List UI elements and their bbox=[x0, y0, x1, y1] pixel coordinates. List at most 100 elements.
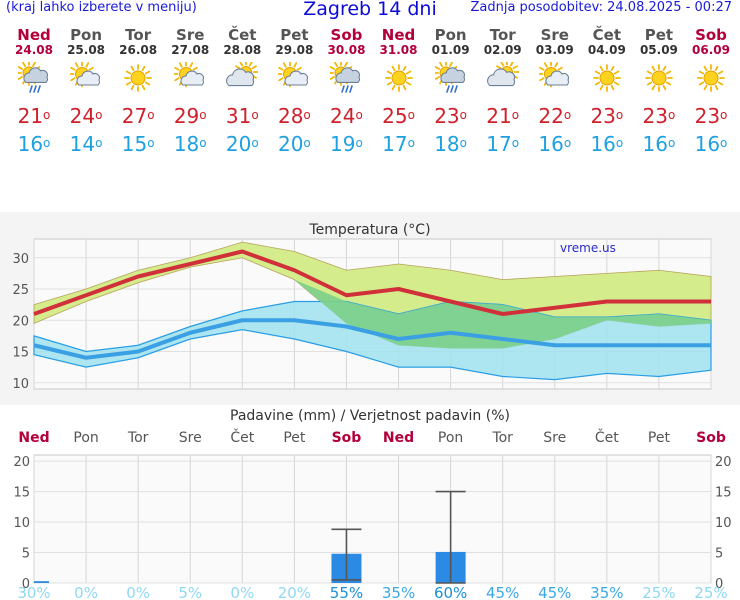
min-temp-value: 17 bbox=[382, 132, 408, 156]
min-temp-value: 16 bbox=[694, 132, 721, 156]
max-temp: 23o bbox=[633, 104, 685, 128]
max-temp-value: 25 bbox=[382, 104, 408, 128]
max-temp: 24o bbox=[60, 104, 112, 128]
page-title: Zagreb 14 dni bbox=[303, 0, 437, 20]
min-temp: 17o bbox=[373, 132, 425, 156]
forecast-date: 30.08 bbox=[327, 43, 366, 57]
degree-sign: o bbox=[355, 136, 363, 150]
x-tick-label: Čet bbox=[595, 428, 619, 446]
max-temp: 23o bbox=[581, 104, 633, 128]
band-overlap-area bbox=[34, 257, 711, 349]
forecast-day: Sre 27.08 29o 18o bbox=[164, 26, 216, 156]
temperature-chart-title: Temperatura (°C) bbox=[308, 222, 430, 238]
precipitation-chart-title: Padavine (mm) / Verjetnost padavin (%) bbox=[230, 408, 510, 424]
precip-probability-label: 30% bbox=[17, 584, 50, 600]
sun-cloud-rain-icon bbox=[434, 62, 465, 93]
max-temp-value: 23 bbox=[642, 104, 668, 128]
degree-sign: o bbox=[563, 136, 572, 150]
sun-icon bbox=[592, 64, 621, 92]
last-update: Zadnja posodobitev: 24.08.2025 - 00:27 bbox=[470, 0, 732, 15]
degree-sign: o bbox=[355, 108, 363, 122]
degree-sign: o bbox=[720, 136, 728, 150]
min-temp: 16o bbox=[529, 132, 581, 156]
forecast-day: Čet 28.08 31o 20o bbox=[216, 26, 268, 156]
max-temp-value: 21 bbox=[17, 104, 44, 128]
degree-sign: o bbox=[511, 136, 520, 150]
max-temp: 23o bbox=[425, 104, 477, 128]
forecast-date: 25.08 bbox=[67, 43, 106, 57]
precip-probability-label: 20% bbox=[278, 584, 311, 600]
forecast-date: 28.08 bbox=[223, 43, 262, 57]
sun-icon bbox=[645, 64, 673, 92]
max-temp-value: 23 bbox=[590, 104, 616, 128]
sun-icon bbox=[384, 64, 413, 92]
precip-probability-label: 0% bbox=[126, 584, 150, 600]
precip-probability-label: 55% bbox=[330, 584, 363, 600]
min-temp: 14o bbox=[60, 132, 112, 156]
precip-bar bbox=[34, 581, 49, 583]
min-temp-value: 16 bbox=[642, 132, 668, 156]
degree-sign: o bbox=[459, 108, 467, 122]
forecast-day-name: Pet bbox=[280, 26, 309, 44]
precip-probability-label: 45% bbox=[486, 584, 519, 600]
min-temp-value: 18 bbox=[434, 132, 460, 156]
degree-sign: o bbox=[199, 136, 207, 150]
degree-sign: o bbox=[303, 108, 311, 122]
precip-probability-label: 45% bbox=[538, 584, 571, 600]
sun-cloud-rain-icon bbox=[330, 62, 361, 93]
degree-sign: o bbox=[251, 136, 259, 150]
forecast-day: Sob 30.08 24o 19o bbox=[320, 26, 372, 156]
x-tick-label: Ned bbox=[383, 430, 414, 446]
max-temp-line bbox=[33, 249, 711, 316]
min-temp: 18o bbox=[164, 132, 216, 156]
forecast-date: 26.08 bbox=[119, 43, 158, 57]
min-temp-value: 16 bbox=[17, 132, 44, 156]
forecast-day-name: Čet bbox=[592, 26, 622, 44]
precip-probability-label: 25% bbox=[694, 584, 727, 600]
y-tick-label-right: 0 bbox=[715, 577, 723, 592]
min-temp-value: 16 bbox=[538, 132, 564, 156]
min-temp: 20o bbox=[216, 132, 268, 156]
sun-cloud-icon bbox=[70, 62, 101, 88]
x-tick-label: Sob bbox=[696, 430, 726, 446]
forecast-day-name: Sre bbox=[540, 26, 569, 44]
x-tick-label: Sob bbox=[332, 430, 362, 446]
min-temp-value: 14 bbox=[69, 132, 96, 156]
forecast-date: 29.08 bbox=[275, 43, 314, 57]
forecast-date: 02.09 bbox=[483, 43, 522, 57]
degree-sign: o bbox=[95, 136, 103, 150]
forecast-day-name: Čet bbox=[228, 26, 257, 44]
degree-sign: o bbox=[720, 108, 728, 122]
max-temp-value: 24 bbox=[330, 104, 356, 128]
degree-sign: o bbox=[407, 108, 415, 122]
temperature-chart: 10 15 20 25 30 Temperatura (°C) vreme.us bbox=[0, 212, 740, 412]
max-temp: 22o bbox=[529, 104, 581, 128]
y-tick-label-left: 5 bbox=[22, 547, 30, 562]
forecast-day: Ned 24.08 21o 16o bbox=[8, 26, 60, 156]
precip-probability-label: 25% bbox=[642, 584, 675, 600]
forecast-date: 06.09 bbox=[692, 43, 730, 57]
min-temp-value: 18 bbox=[173, 132, 200, 156]
cloud-sun-icon bbox=[226, 62, 259, 87]
max-temp: 24o bbox=[320, 104, 372, 128]
degree-sign: o bbox=[511, 108, 520, 122]
max-temp-value: 28 bbox=[277, 104, 304, 128]
degree-sign: o bbox=[95, 108, 103, 122]
forecast-day: Čet 04.09 23o 16o bbox=[581, 26, 633, 156]
location-hint[interactable]: (kraj lahko izberete v meniju) bbox=[6, 0, 197, 15]
forecast-date: 01.09 bbox=[431, 43, 470, 57]
max-temp: 31o bbox=[216, 104, 268, 128]
forecast-day-name: Pon bbox=[434, 26, 467, 44]
forecast-day-name: Tor bbox=[125, 26, 152, 44]
y-tick-label-right: 15 bbox=[715, 486, 732, 501]
min-temp-value: 15 bbox=[121, 132, 148, 156]
y-tick-label-left: 0 bbox=[22, 577, 30, 592]
min-temp-value: 20 bbox=[277, 132, 304, 156]
max-temp-value: 23 bbox=[694, 104, 721, 128]
precip-probability-label: 0% bbox=[74, 584, 98, 600]
degree-sign: o bbox=[199, 108, 207, 122]
max-temp: 21o bbox=[477, 104, 529, 128]
min-temp-value: 16 bbox=[590, 132, 616, 156]
x-tick-label: Tor bbox=[127, 430, 149, 446]
plot-area bbox=[33, 454, 712, 584]
